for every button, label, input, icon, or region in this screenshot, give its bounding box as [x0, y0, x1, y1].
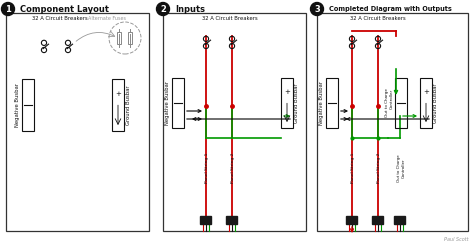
Text: +: + — [115, 91, 121, 97]
Bar — [22, 79, 34, 131]
Text: 32 A Circuit Breakers: 32 A Circuit Breakers — [350, 15, 406, 20]
Bar — [112, 79, 124, 131]
Text: Component Layout: Component Layout — [20, 4, 109, 14]
Text: Completed Diagram with Outputs: Completed Diagram with Outputs — [329, 6, 452, 12]
Text: Negative Busbar: Negative Busbar — [16, 83, 20, 127]
Text: Alternate Fuses: Alternate Fuses — [88, 15, 126, 20]
Text: Ground Busbar: Ground Busbar — [294, 83, 300, 123]
Bar — [394, 216, 405, 224]
Bar — [128, 32, 132, 44]
Text: Panel String 2: Panel String 2 — [231, 153, 235, 183]
Bar — [227, 216, 237, 224]
Text: Panel String 2: Panel String 2 — [377, 153, 381, 183]
Text: +: + — [284, 89, 290, 95]
Text: Ground Busbar: Ground Busbar — [126, 85, 130, 125]
Text: Panel String 1: Panel String 1 — [351, 153, 355, 183]
Bar — [6, 13, 149, 231]
Bar — [172, 78, 184, 128]
Circle shape — [1, 2, 15, 15]
Bar — [326, 78, 338, 128]
Bar — [201, 216, 211, 224]
Text: 32 A Circuit Breakers: 32 A Circuit Breakers — [32, 15, 88, 20]
Text: Panel String 1: Panel String 1 — [205, 153, 209, 183]
Bar — [163, 13, 306, 231]
Text: Negative Busbar: Negative Busbar — [165, 81, 171, 125]
Circle shape — [156, 2, 170, 15]
Text: 1: 1 — [5, 4, 11, 14]
Text: Out to Charge
Controller: Out to Charge Controller — [397, 154, 405, 182]
Circle shape — [310, 2, 323, 15]
Text: 32 A Circuit Breakers: 32 A Circuit Breakers — [202, 15, 258, 20]
Text: 3: 3 — [314, 4, 320, 14]
Bar — [395, 78, 407, 128]
Bar — [420, 78, 432, 128]
Bar — [317, 13, 468, 231]
Text: Paul Scott: Paul Scott — [445, 237, 469, 242]
Bar — [281, 78, 293, 128]
Text: Inputs: Inputs — [175, 4, 205, 14]
Text: 2: 2 — [160, 4, 166, 14]
Bar — [117, 32, 121, 44]
Text: Negative Busbar: Negative Busbar — [319, 81, 325, 125]
Bar — [373, 216, 383, 224]
Text: Ground Busbar: Ground Busbar — [434, 83, 438, 123]
Text: Out to Charge
Controller: Out to Charge Controller — [385, 89, 393, 117]
Bar — [346, 216, 357, 224]
Text: +: + — [423, 89, 429, 95]
